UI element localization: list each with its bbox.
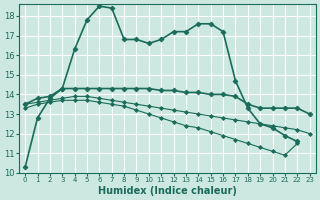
X-axis label: Humidex (Indice chaleur): Humidex (Indice chaleur) — [98, 186, 237, 196]
